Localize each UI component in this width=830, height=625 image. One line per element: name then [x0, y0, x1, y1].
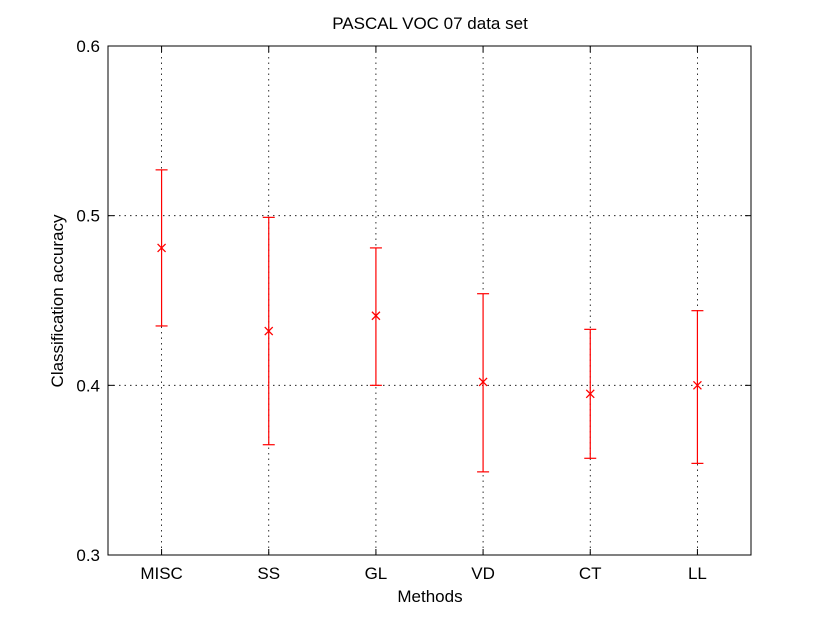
data-point-marker [157, 243, 167, 253]
x-tick-label: CT [579, 564, 602, 583]
x-tick-label: SS [257, 564, 280, 583]
plot-frame [107, 45, 752, 556]
grid [108, 45, 751, 555]
data-point-marker [692, 380, 702, 390]
y-tick-label: 0.5 [76, 207, 100, 226]
x-tick-label: VD [471, 564, 495, 583]
data-point-marker [264, 326, 274, 336]
marker-stroke [692, 380, 702, 390]
marker-stroke [371, 311, 381, 321]
data-point-marker [478, 377, 488, 387]
chart-title: PASCAL VOC 07 data set [332, 14, 528, 33]
x-axis-label: Methods [397, 587, 462, 606]
y-axis-label: Classification accuracy [48, 214, 67, 387]
x-tick-label: GL [365, 564, 388, 583]
y-tick-label: 0.4 [76, 376, 100, 395]
x-tick-label: MISC [140, 564, 183, 583]
data-layer [155, 169, 704, 473]
marker-stroke [157, 243, 167, 253]
marker-stroke [264, 326, 274, 336]
marker-stroke [478, 377, 488, 387]
y-tick-label: 0.3 [76, 546, 100, 565]
marker-stroke [585, 389, 595, 399]
x-tick-label: LL [688, 564, 707, 583]
data-point-marker [585, 389, 595, 399]
y-tick-label: 0.6 [76, 37, 100, 56]
axis-ticks: 0.3 0.4 0.5 0.6 MISC SS GL VD CT LL [76, 37, 751, 583]
data-point-marker [371, 311, 381, 321]
